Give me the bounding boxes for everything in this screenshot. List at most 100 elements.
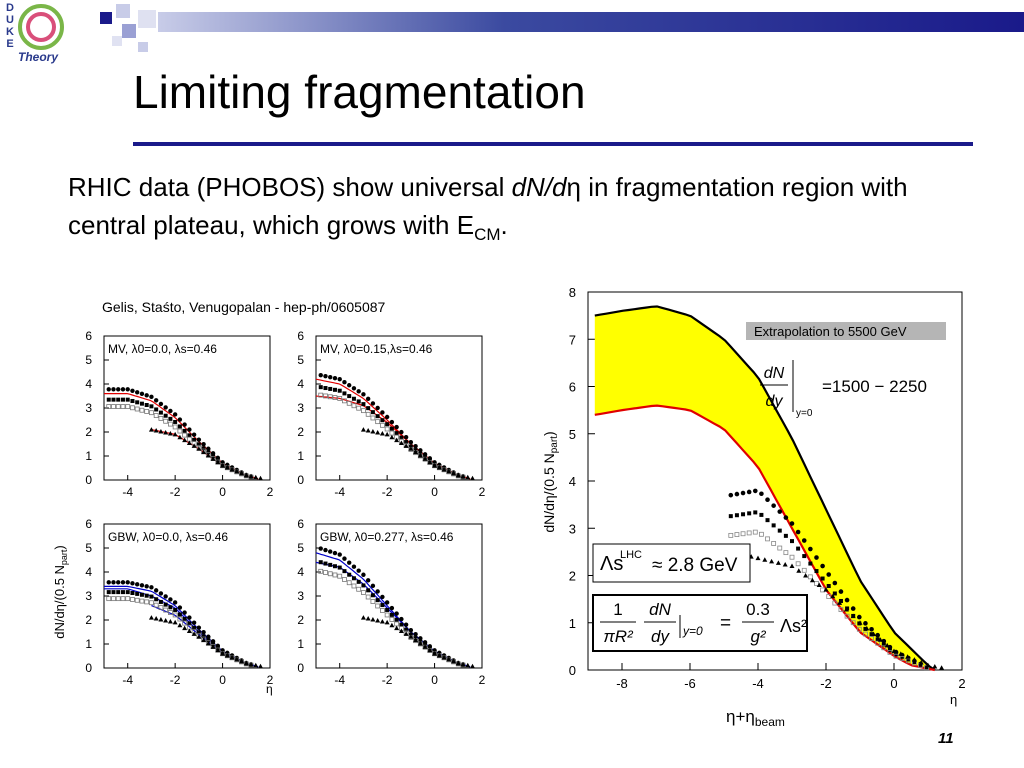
rhic-point-triangle: [796, 568, 802, 573]
data-point-square: [375, 598, 380, 603]
data-point-triangle: [389, 622, 395, 628]
x-tick-label: 0: [219, 485, 226, 499]
data-point-triangle: [224, 465, 230, 470]
data-point-square: [318, 385, 323, 390]
data-point-square: [318, 560, 323, 565]
data-point-square: [187, 433, 192, 438]
small-panel-3: 0 1 2 3 4 5 6 -4 -2 0 2 GBW, λ0=0.0, λs=0.46: [85, 517, 273, 687]
data-point-square: [351, 576, 356, 581]
rhic-point-square: [783, 533, 788, 538]
data-point-open-square: [356, 405, 362, 411]
x-tick-label: -2: [382, 485, 393, 499]
data-point-open-square: [182, 620, 188, 626]
data-point-triangle: [389, 434, 395, 440]
svg-text:dy: dy: [766, 393, 784, 410]
rhic-point-triangle: [830, 593, 836, 599]
y-tick-label: 2: [85, 613, 92, 627]
data-point-square: [375, 414, 380, 419]
data-point-circle: [403, 622, 409, 627]
data-point-triangle: [384, 431, 390, 437]
data-point-open-square: [111, 404, 116, 409]
data-point-square: [173, 607, 178, 612]
data-point-circle: [351, 564, 357, 569]
svg-text:=: =: [720, 613, 731, 634]
rhic-point-circle: [820, 563, 825, 569]
data-point-circle: [342, 556, 347, 561]
big-y-tick-label: 1: [569, 616, 576, 631]
data-point-triangle: [436, 653, 442, 658]
data-point-triangle: [243, 472, 249, 478]
data-point-square: [111, 590, 116, 595]
data-point-circle: [139, 583, 145, 588]
data-point-triangle: [436, 465, 442, 470]
data-point-triangle: [408, 446, 414, 451]
big-xlabel: η: [950, 692, 957, 707]
rhic-point-square: [838, 598, 843, 603]
rhic-point-circle: [789, 521, 795, 526]
data-point-open-square: [365, 411, 371, 417]
data-point-circle: [163, 594, 168, 599]
data-point-triangle: [403, 443, 409, 448]
data-point-open-square: [361, 590, 366, 595]
data-point-triangle: [470, 475, 476, 481]
data-point-triangle: [177, 622, 183, 628]
big-x-tick-label: -6: [684, 676, 696, 691]
svg-text:Λs²: Λs²: [780, 616, 807, 636]
rhic-point-circle: [832, 580, 838, 586]
rhic-point-square: [734, 513, 739, 518]
rhic-point-circle: [814, 555, 819, 560]
data-point-triangle: [394, 625, 400, 631]
rhic-point-open-square: [752, 529, 758, 535]
data-point-triangle: [239, 658, 245, 664]
x-tick-label: 0: [431, 485, 438, 499]
data-point-square: [192, 437, 197, 442]
data-point-circle: [403, 434, 409, 440]
data-point-triangle: [258, 475, 264, 481]
svg-text:g²: g²: [750, 627, 766, 646]
data-point-circle: [337, 552, 342, 557]
data-point-square: [332, 564, 337, 569]
data-point-triangle: [394, 437, 400, 443]
x-tick-label: 0: [431, 673, 438, 687]
x-tick-label: -2: [170, 673, 181, 687]
data-point-open-square: [375, 419, 381, 425]
data-point-open-square: [168, 421, 173, 427]
svg-text:≈ 2.8 GeV: ≈ 2.8 GeV: [652, 555, 738, 576]
data-point-open-square: [139, 407, 145, 413]
data-point-triangle: [220, 463, 226, 468]
data-point-triangle: [413, 637, 419, 643]
rhic-point-square: [814, 569, 819, 574]
rhic-point-square: [728, 514, 733, 519]
logo-inner-ring: [26, 12, 56, 42]
data-point-open-square: [375, 603, 381, 609]
rhic-point-open-square: [899, 656, 905, 661]
x-tick-label: -4: [334, 485, 345, 499]
panel-frame: [315, 335, 483, 481]
data-point-square: [347, 394, 352, 399]
data-point-triangle: [234, 656, 240, 662]
data-point-circle: [191, 432, 197, 437]
data-point-circle: [332, 550, 338, 556]
data-point-triangle: [398, 628, 404, 634]
data-point-open-square: [384, 612, 390, 618]
data-point-open-square: [115, 404, 121, 409]
data-point-square: [125, 590, 130, 595]
rhic-point-triangle: [918, 659, 924, 665]
rhic-point-square: [808, 561, 813, 566]
data-point-triangle: [375, 617, 381, 623]
svg-text:dN: dN: [764, 365, 785, 382]
data-point-square: [120, 590, 125, 595]
data-point-triangle: [153, 616, 159, 621]
big-y-tick-label: 4: [569, 474, 576, 489]
data-point-triangle: [417, 641, 423, 646]
data-point-triangle: [167, 430, 173, 436]
data-point-triangle: [417, 453, 423, 458]
data-point-open-square: [379, 422, 385, 428]
data-point-square: [158, 599, 163, 604]
data-point-square: [106, 590, 111, 595]
rhic-point-open-square: [740, 531, 746, 537]
rhic-point-square: [832, 591, 837, 596]
data-point-circle: [413, 632, 418, 637]
data-point-square: [361, 402, 366, 407]
rhic-point-open-square: [905, 658, 911, 664]
